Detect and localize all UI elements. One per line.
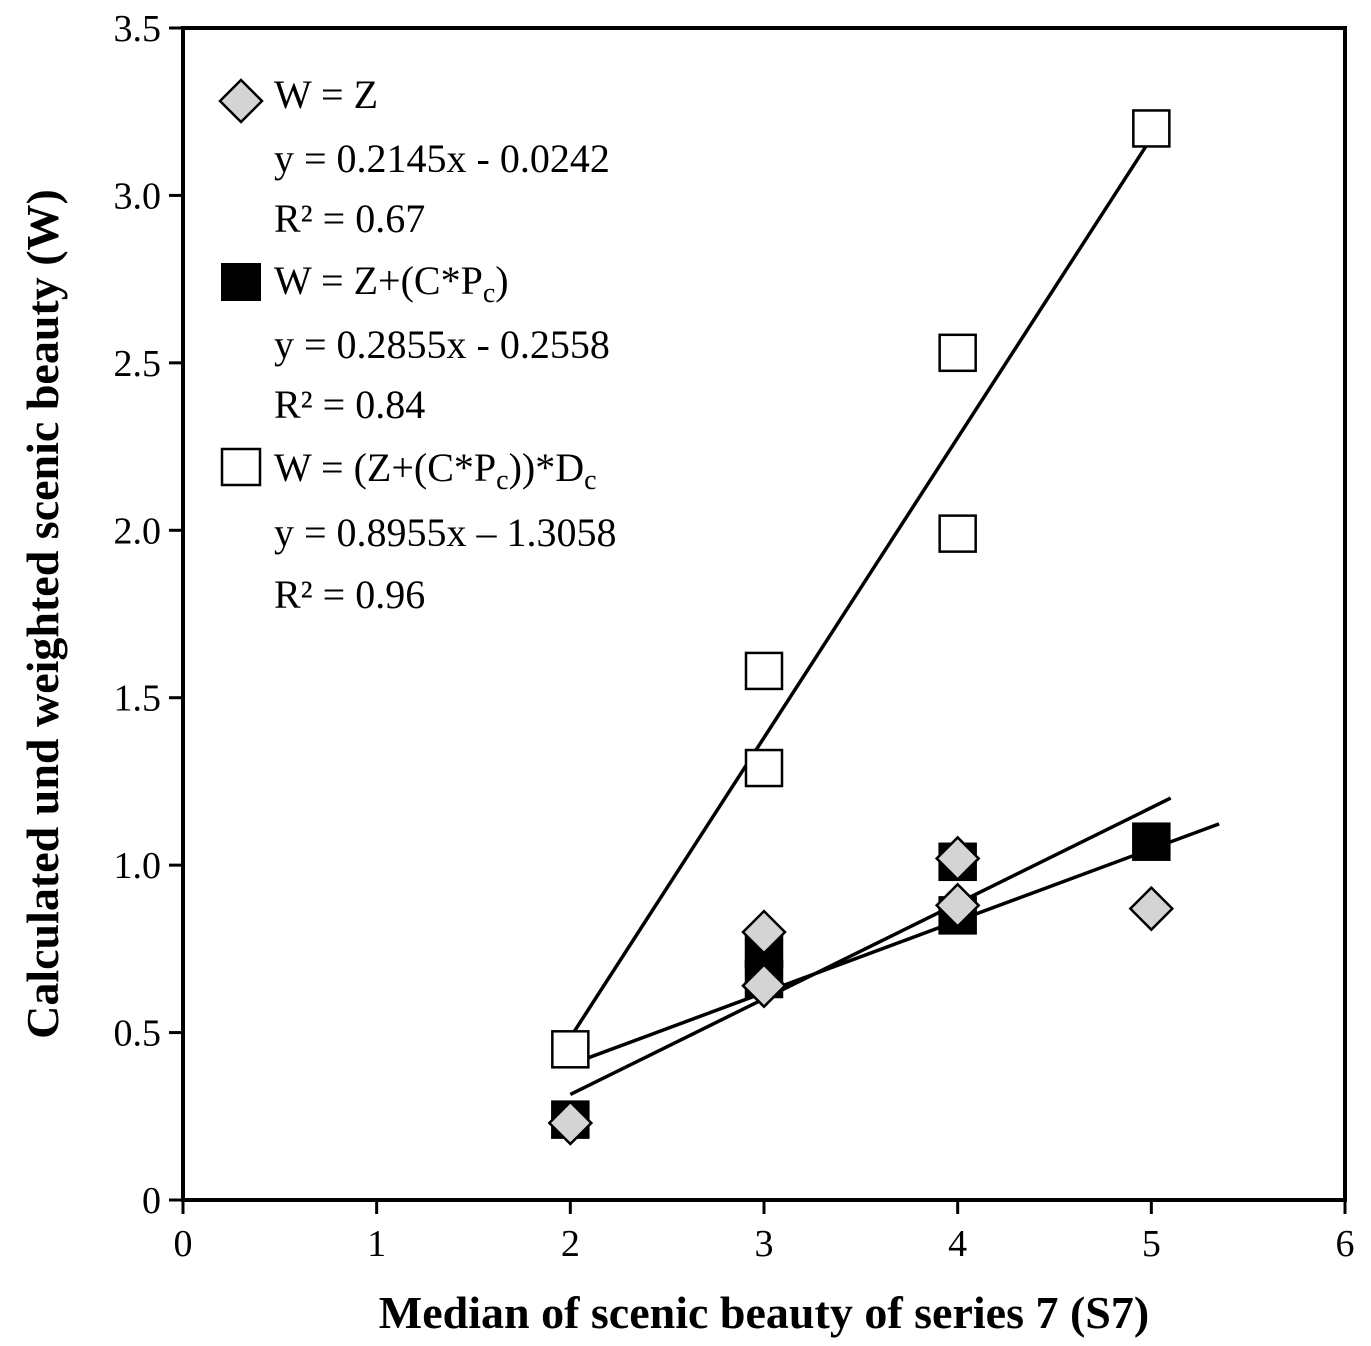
y-tick-label: 0 xyxy=(142,1180,161,1222)
diamond-point xyxy=(741,909,787,955)
y-tick-label: 3.0 xyxy=(114,175,162,217)
trendline-series-3 xyxy=(568,136,1153,1039)
legend-r2-w-z-cpc-dc: R² = 0.96 xyxy=(274,572,425,617)
open-square-point xyxy=(744,748,784,788)
trendlines xyxy=(568,136,1220,1097)
legend-r2-w-z: R² = 0.67 xyxy=(274,196,425,241)
diamond-point xyxy=(934,835,981,882)
open-square-point xyxy=(938,333,977,373)
x-tick-label: 4 xyxy=(948,1223,967,1265)
y-tick-label: 3.5 xyxy=(114,8,162,50)
data-points xyxy=(547,109,1175,1146)
diamond-point xyxy=(934,882,981,929)
open-square-point xyxy=(744,651,784,691)
x-tick-label: 6 xyxy=(1336,1223,1355,1265)
trendline-series-1 xyxy=(569,822,1220,1067)
diamond-point xyxy=(741,962,787,1009)
legend-open-square-marker xyxy=(220,447,262,487)
open-square-point xyxy=(551,1030,590,1069)
open-square-point xyxy=(1132,109,1171,148)
x-tick-label: 5 xyxy=(1142,1223,1161,1265)
legend-equation-w-z: y = 0.2145x - 0.0242 xyxy=(274,136,610,181)
open-square-point xyxy=(938,514,977,553)
legend-entry-w-z-cpc-dc: W = (Z+(C*Pc))*Dc y = 0.8955x – 1.3058 R… xyxy=(220,445,617,617)
legend-label-w-z-cpc: W = Z+(C*Pc) xyxy=(274,258,509,309)
legend-diamond-marker xyxy=(218,78,264,124)
x-tick-label: 3 xyxy=(755,1223,774,1265)
filled-square-point xyxy=(1132,822,1171,861)
y-tick-label: 2.5 xyxy=(114,343,162,385)
x-tick-label: 1 xyxy=(367,1223,386,1265)
legend-label-w-z-cpc-dc: W = (Z+(C*Pc))*Dc xyxy=(274,445,597,496)
legend-label-w-z: W = Z xyxy=(274,72,378,117)
legend: W = Z y = 0.2145x - 0.0242 R² = 0.67 W =… xyxy=(218,72,617,617)
y-tick-label: 0.5 xyxy=(114,1013,162,1055)
trendline-series-2 xyxy=(569,796,1172,1097)
legend-entry-w-z: W = Z y = 0.2145x - 0.0242 R² = 0.67 xyxy=(218,72,610,241)
legend-equation-w-z-cpc: y = 0.2855x - 0.2558 xyxy=(274,322,610,367)
diamond-point xyxy=(1128,885,1175,932)
legend-entry-w-z-cpc: W = Z+(C*Pc) y = 0.2855x - 0.2558 R² = 0… xyxy=(221,258,610,427)
x-tick-label: 2 xyxy=(561,1223,580,1265)
y-axis-ticks: 0 0.5 1.0 1.5 2.0 2.5 3.0 3.5 xyxy=(114,8,183,1222)
legend-filled-square-marker xyxy=(221,263,261,301)
y-tick-label: 1.0 xyxy=(114,845,162,887)
x-axis-ticks: 0 1 2 3 4 5 6 xyxy=(174,1200,1355,1265)
y-axis-title: Calculated und weighted scenic beauty (W… xyxy=(17,189,68,1039)
x-axis-title: Median of scenic beauty of series 7 (S7) xyxy=(379,1287,1149,1338)
y-tick-label: 1.5 xyxy=(114,678,162,720)
legend-equation-w-z-cpc-dc: y = 0.8955x – 1.3058 xyxy=(274,510,617,555)
diamond-point xyxy=(547,1100,594,1146)
x-tick-label: 0 xyxy=(174,1223,193,1265)
legend-r2-w-z-cpc: R² = 0.84 xyxy=(274,382,425,427)
y-tick-label: 2.0 xyxy=(114,510,162,552)
